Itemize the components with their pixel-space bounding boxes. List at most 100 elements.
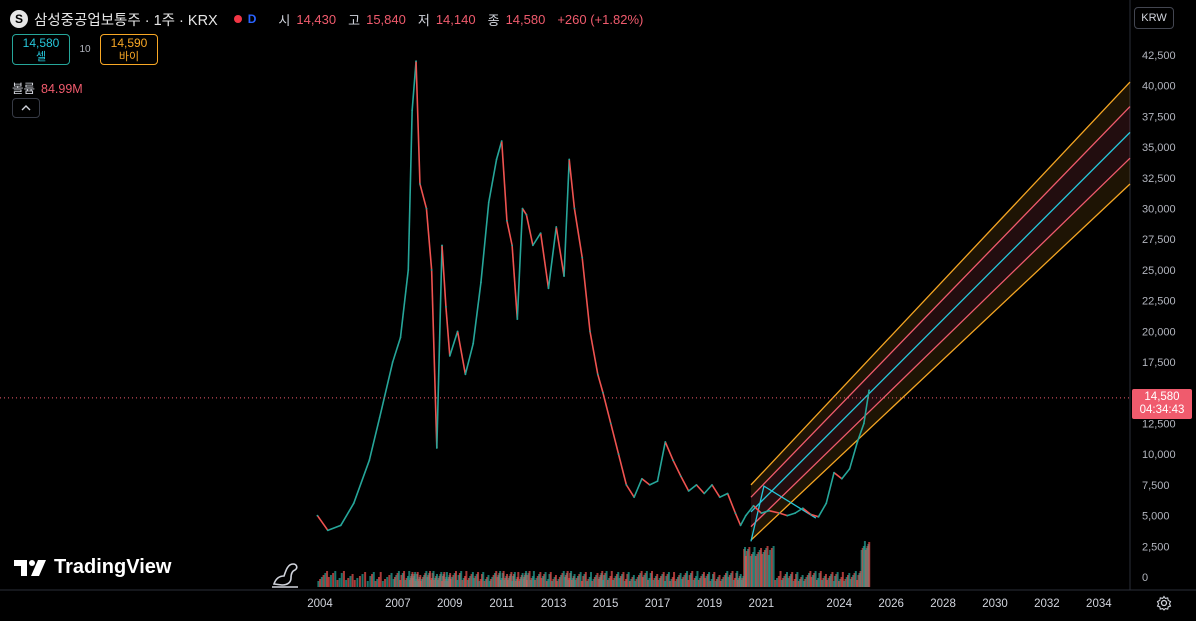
volume-bar bbox=[676, 577, 679, 587]
sell-button[interactable]: 14,580 셀 bbox=[12, 34, 70, 65]
price-point bbox=[480, 281, 482, 284]
volume-bar bbox=[469, 576, 472, 587]
volume-bar bbox=[638, 575, 641, 587]
currency-button[interactable]: KRW bbox=[1134, 7, 1174, 29]
volume-bar bbox=[753, 547, 756, 587]
volume-bar bbox=[353, 580, 356, 587]
price-segment bbox=[739, 515, 747, 526]
volume-bar bbox=[665, 576, 668, 587]
price-segment bbox=[464, 343, 474, 375]
volume-bar bbox=[406, 576, 409, 587]
volume-bar bbox=[342, 571, 345, 587]
volume-bar bbox=[811, 575, 814, 587]
volume-bar bbox=[595, 575, 598, 587]
price-point bbox=[378, 416, 381, 419]
price-segment bbox=[617, 453, 628, 486]
high-value: 15,840 bbox=[366, 11, 406, 27]
price-point bbox=[516, 318, 519, 320]
volume-bar bbox=[858, 573, 861, 587]
volume-legend[interactable]: 볼륨 84.99M bbox=[12, 78, 83, 97]
volume-bar bbox=[697, 580, 700, 587]
price-point bbox=[817, 515, 820, 518]
price-point bbox=[609, 422, 612, 425]
price-point bbox=[531, 244, 534, 247]
channel-line bbox=[750, 183, 1131, 541]
volume-bar bbox=[845, 577, 848, 587]
volume-bar bbox=[701, 574, 704, 587]
volume-bar bbox=[369, 576, 372, 587]
price-point bbox=[419, 183, 421, 185]
volume-bar bbox=[700, 576, 703, 587]
volume-bar bbox=[626, 574, 629, 587]
volume-bar bbox=[592, 579, 595, 587]
price-segment bbox=[449, 331, 459, 357]
price-segment bbox=[753, 505, 762, 514]
volume-bar bbox=[400, 575, 403, 587]
volume-bar bbox=[688, 575, 691, 587]
volume-bar bbox=[319, 579, 322, 587]
volume-bar bbox=[445, 572, 448, 587]
buy-label: 바이 bbox=[118, 50, 140, 63]
volume-bar bbox=[429, 571, 432, 587]
collapse-legend-button[interactable] bbox=[12, 98, 40, 118]
volume-bar bbox=[606, 580, 609, 587]
volume-bar bbox=[336, 580, 339, 587]
price-segment bbox=[378, 361, 394, 418]
volume-bar bbox=[713, 572, 716, 587]
volume-bar bbox=[860, 550, 863, 587]
volume-bar bbox=[815, 580, 818, 587]
volume-bar bbox=[774, 580, 777, 587]
channel-fill bbox=[750, 106, 1130, 527]
volume-bar bbox=[636, 577, 639, 587]
price-point bbox=[833, 471, 835, 474]
price-point bbox=[495, 158, 498, 161]
volume-bar bbox=[788, 576, 791, 587]
volume-bar bbox=[844, 579, 847, 587]
volume-bar bbox=[745, 551, 748, 587]
sell-label: 셀 bbox=[35, 50, 47, 63]
volume-bar bbox=[728, 575, 731, 587]
volume-bar bbox=[723, 575, 726, 587]
volume-bar bbox=[541, 576, 544, 587]
price-segment bbox=[511, 245, 519, 320]
symbol-logo[interactable]: S bbox=[10, 10, 28, 28]
x-tick-label: 2009 bbox=[437, 598, 463, 610]
volume-bar bbox=[648, 578, 651, 587]
volume-bar bbox=[734, 578, 737, 587]
volume-bar bbox=[388, 575, 391, 587]
y-tick-label: 27,500 bbox=[1142, 234, 1176, 246]
volume-bar bbox=[471, 572, 474, 587]
y-tick-label: 2,500 bbox=[1142, 541, 1170, 553]
volume-bar bbox=[596, 573, 599, 587]
volume-bar bbox=[656, 574, 659, 587]
volume-bar bbox=[714, 581, 717, 587]
price-segment bbox=[810, 513, 819, 518]
x-tick-label: 2015 bbox=[593, 598, 619, 610]
volume-bar bbox=[538, 574, 541, 587]
volume-bar bbox=[449, 579, 452, 587]
volume-bar bbox=[706, 574, 709, 587]
volume-bar bbox=[862, 546, 865, 587]
volume-bar bbox=[386, 577, 389, 587]
volume-bar bbox=[395, 575, 398, 587]
volume-bar bbox=[617, 572, 620, 587]
volume-bar bbox=[326, 571, 329, 587]
volume-bar bbox=[821, 580, 824, 587]
volume-bar bbox=[861, 548, 864, 587]
symbol-title[interactable]: 삼성중공업보통주 · 1주 · KRX bbox=[34, 12, 218, 29]
x-tick-label: 2007 bbox=[385, 598, 411, 610]
volume-bar bbox=[762, 552, 765, 587]
channel-fill bbox=[750, 82, 1130, 498]
buy-button[interactable]: 14,590 바이 bbox=[100, 34, 158, 65]
volume-bar bbox=[517, 572, 520, 587]
settings-gear-icon[interactable] bbox=[1155, 594, 1173, 612]
volume-bar bbox=[853, 573, 856, 587]
volume-bar bbox=[789, 574, 792, 587]
y-tick-label: 5,000 bbox=[1142, 511, 1170, 523]
interval-badge[interactable]: D bbox=[247, 12, 257, 26]
volume-bar bbox=[532, 571, 535, 587]
tradingview-logo[interactable]: TradingView bbox=[14, 556, 171, 579]
volume-bar bbox=[749, 556, 752, 587]
dino-icon[interactable] bbox=[270, 560, 300, 588]
